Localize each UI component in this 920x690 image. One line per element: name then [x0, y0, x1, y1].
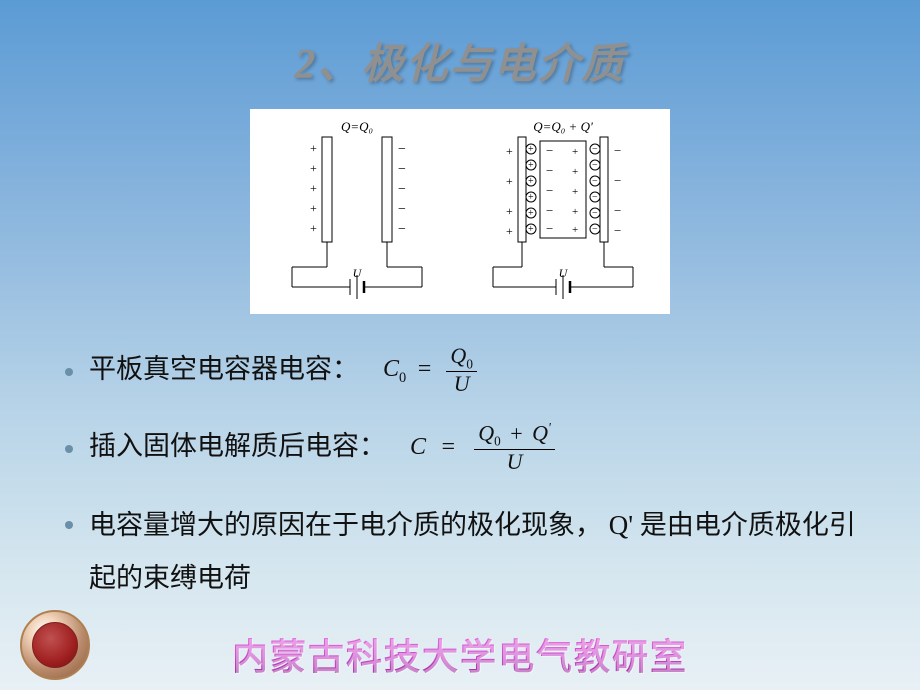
bullet-3-text: 电容量增大的原因在于电介质的极化现象， Q' 是由电介质极化引起的束缚电荷: [89, 499, 865, 604]
bullet-1-text: 平板真空电容器电容：: [89, 347, 359, 393]
svg-text:−: −: [546, 143, 553, 158]
formula-c0: C0 = Q0 U: [383, 344, 481, 395]
svg-text:−: −: [592, 192, 598, 203]
svg-text:−: −: [398, 142, 406, 157]
bullet-1: 平板真空电容器电容： C0 = Q0 U: [65, 344, 865, 395]
svg-text:−: −: [398, 222, 406, 237]
svg-text:+: +: [310, 141, 317, 155]
svg-text:+: +: [506, 204, 513, 218]
bullet-dot-icon: [65, 445, 73, 453]
svg-text:−: −: [592, 208, 598, 219]
svg-text:+: +: [528, 208, 534, 219]
svg-text:+: +: [572, 186, 578, 198]
bullet-list: 平板真空电容器电容： C0 = Q0 U 插入固体电解质后电容： C = Q0 …: [65, 344, 865, 604]
svg-text:Q=Q₀: Q=Q₀: [341, 119, 373, 134]
bullet-dot-icon: [65, 368, 73, 376]
bullet-2: 插入固体电解质后电容： C = Q0 + Q' U: [65, 421, 865, 473]
svg-text:+: +: [572, 206, 578, 218]
svg-text:U: U: [559, 266, 569, 280]
bullet-dot-icon: [65, 521, 73, 529]
vacuum-capacitor-svg: Q=Q₀ + + + + + − − − − − U: [262, 117, 452, 307]
svg-text:+: +: [310, 181, 317, 195]
capacitor-diagram: Q=Q₀ + + + + + − − − − − U Q=Q₀ + Q' +: [250, 109, 670, 314]
svg-text:−: −: [614, 223, 621, 238]
svg-text:+: +: [528, 176, 534, 187]
svg-text:+: +: [572, 224, 578, 236]
svg-text:+: +: [572, 146, 578, 158]
svg-text:+: +: [506, 144, 513, 158]
svg-text:−: −: [546, 183, 553, 198]
svg-text:+: +: [572, 166, 578, 178]
svg-text:−: −: [592, 176, 598, 187]
svg-text:−: −: [614, 173, 621, 188]
svg-text:−: −: [614, 203, 621, 218]
dielectric-capacitor-svg: Q=Q₀ + Q' + + + + + + + + + + − − − − − + + +…: [468, 117, 658, 307]
bullet-3: 电容量增大的原因在于电介质的极化现象， Q' 是由电介质极化引起的束缚电荷: [65, 499, 865, 604]
footer-text: 内蒙古科技大学电气教研室: [232, 637, 688, 677]
footer: 内蒙古科技大学电气教研室: [0, 628, 920, 680]
svg-text:U: U: [353, 266, 363, 280]
slide-title: 2、极化与电介质: [0, 0, 920, 91]
svg-text:−: −: [398, 162, 406, 177]
svg-text:+: +: [528, 160, 534, 171]
svg-text:−: −: [546, 203, 553, 218]
svg-text:+: +: [528, 192, 534, 203]
svg-text:Q=Q₀ + Q': Q=Q₀ + Q': [533, 119, 593, 134]
svg-text:+: +: [310, 221, 317, 235]
svg-text:−: −: [614, 143, 621, 158]
svg-text:+: +: [506, 224, 513, 238]
svg-text:−: −: [592, 144, 598, 155]
svg-text:+: +: [528, 224, 534, 235]
svg-text:+: +: [310, 161, 317, 175]
svg-text:+: +: [310, 201, 317, 215]
svg-text:+: +: [506, 174, 513, 188]
svg-text:−: −: [592, 160, 598, 171]
svg-text:−: −: [546, 221, 553, 236]
svg-text:−: −: [592, 224, 598, 235]
svg-text:−: −: [546, 163, 553, 178]
formula-c: C = Q0 + Q' U: [410, 421, 559, 473]
svg-text:+: +: [528, 144, 534, 155]
bullet-2-text: 插入固体电解质后电容：: [89, 424, 386, 470]
svg-text:−: −: [398, 202, 406, 217]
svg-text:−: −: [398, 182, 406, 197]
